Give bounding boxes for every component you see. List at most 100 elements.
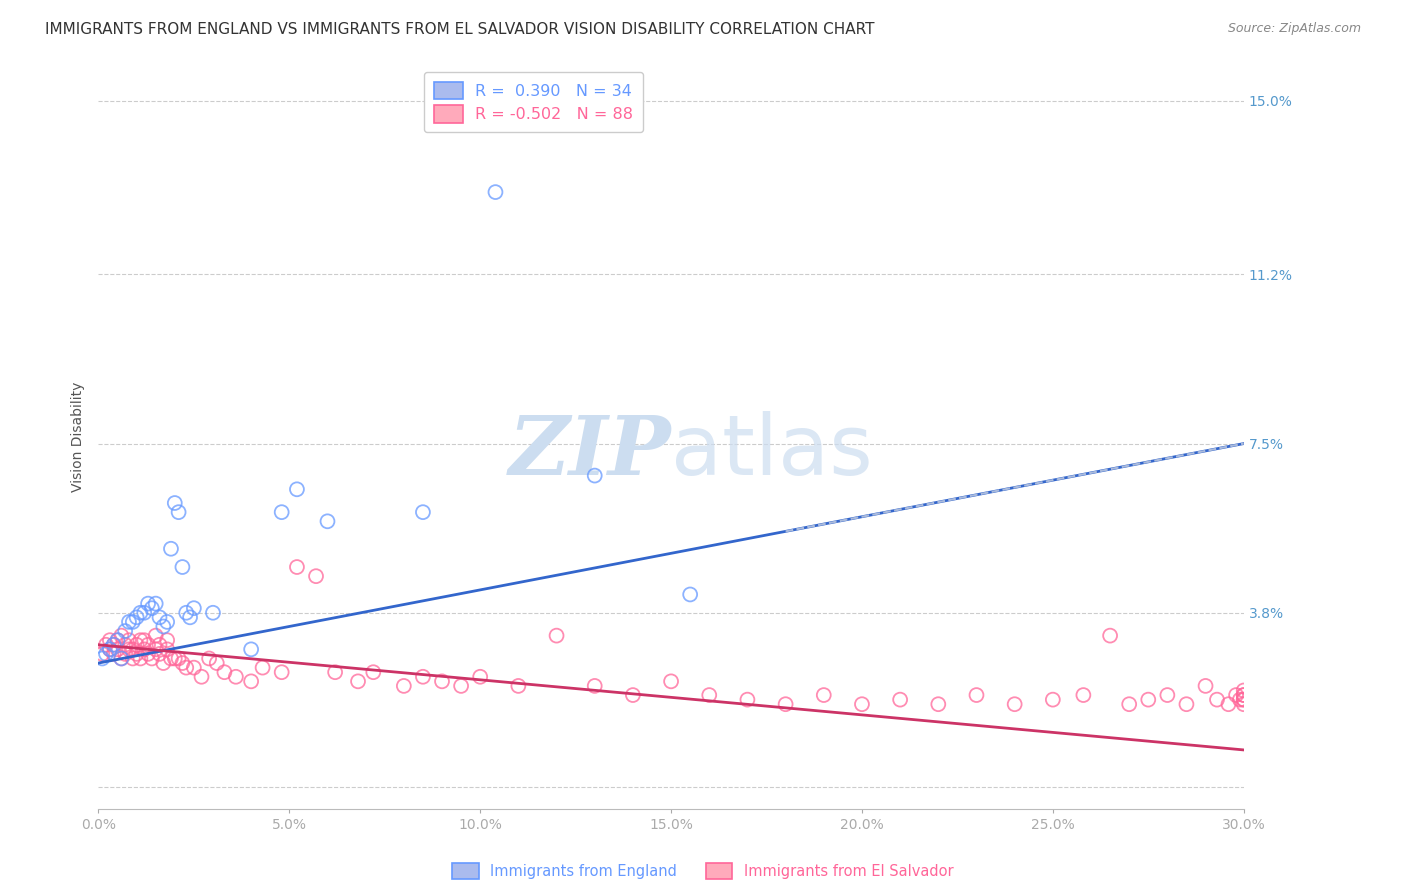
Point — [470, 670, 492, 684]
Point — [508, 679, 530, 693]
Point — [966, 688, 988, 702]
Point — [148, 638, 170, 652]
Point — [813, 688, 835, 702]
Point — [1229, 692, 1251, 706]
Point — [198, 651, 221, 665]
Point — [148, 647, 170, 661]
Point — [156, 615, 179, 629]
Point — [114, 647, 136, 661]
Point — [1233, 697, 1256, 711]
Point — [98, 633, 121, 648]
Point — [851, 697, 873, 711]
Point — [156, 642, 179, 657]
Point — [305, 569, 328, 583]
Point — [160, 651, 183, 665]
Point — [129, 633, 152, 648]
Point — [183, 660, 205, 674]
Point — [174, 660, 197, 674]
Point — [118, 633, 141, 648]
Point — [107, 633, 129, 648]
Point — [136, 647, 159, 661]
Point — [225, 670, 247, 684]
Point — [240, 642, 263, 657]
Y-axis label: Vision Disability: Vision Disability — [72, 382, 86, 491]
Point — [141, 601, 163, 615]
Point — [121, 651, 143, 665]
Point — [136, 638, 159, 652]
Point — [145, 642, 167, 657]
Point — [145, 597, 167, 611]
Point — [1225, 688, 1247, 702]
Point — [1233, 692, 1256, 706]
Point — [125, 647, 148, 661]
Point — [121, 642, 143, 657]
Point — [148, 610, 170, 624]
Point — [98, 642, 121, 657]
Point — [107, 642, 129, 657]
Point — [134, 633, 156, 648]
Point — [1233, 683, 1256, 698]
Point — [110, 629, 132, 643]
Point — [323, 665, 346, 680]
Point — [363, 665, 385, 680]
Point — [1233, 688, 1256, 702]
Point — [205, 656, 228, 670]
Point — [252, 660, 274, 674]
Point — [125, 638, 148, 652]
Point — [163, 496, 186, 510]
Point — [583, 468, 606, 483]
Point — [1233, 688, 1256, 702]
Legend: R =  0.390   N = 34, R = -0.502   N = 88: R = 0.390 N = 34, R = -0.502 N = 88 — [425, 72, 643, 132]
Point — [1004, 697, 1026, 711]
Point — [134, 606, 156, 620]
Point — [583, 679, 606, 693]
Point — [110, 651, 132, 665]
Text: atlas: atlas — [671, 411, 873, 492]
Point — [659, 674, 682, 689]
Point — [697, 688, 720, 702]
Point — [214, 665, 236, 680]
Point — [129, 606, 152, 620]
Point — [183, 601, 205, 615]
Point — [240, 674, 263, 689]
Point — [129, 651, 152, 665]
Point — [172, 656, 194, 670]
Point — [1175, 697, 1198, 711]
Point — [167, 651, 190, 665]
Point — [98, 642, 121, 657]
Point — [484, 185, 506, 199]
Point — [91, 651, 114, 665]
Point — [1156, 688, 1178, 702]
Point — [152, 619, 174, 633]
Point — [172, 560, 194, 574]
Point — [316, 514, 339, 528]
Text: Source: ZipAtlas.com: Source: ZipAtlas.com — [1227, 22, 1361, 36]
Point — [450, 679, 472, 693]
Point — [679, 587, 702, 601]
Point — [125, 610, 148, 624]
Point — [114, 638, 136, 652]
Point — [889, 692, 911, 706]
Point — [285, 483, 308, 497]
Point — [152, 656, 174, 670]
Point — [546, 629, 568, 643]
Point — [110, 651, 132, 665]
Text: ZIP: ZIP — [509, 411, 671, 491]
Point — [118, 615, 141, 629]
Text: IMMIGRANTS FROM ENGLAND VS IMMIGRANTS FROM EL SALVADOR VISION DISABILITY CORRELA: IMMIGRANTS FROM ENGLAND VS IMMIGRANTS FR… — [45, 22, 875, 37]
Point — [1137, 692, 1160, 706]
Point — [107, 633, 129, 648]
Point — [141, 651, 163, 665]
Point — [163, 651, 186, 665]
Point — [201, 606, 224, 620]
Point — [412, 505, 434, 519]
Point — [1233, 692, 1256, 706]
Point — [1194, 679, 1216, 693]
Point — [145, 629, 167, 643]
Point — [1099, 629, 1122, 643]
Point — [103, 638, 125, 652]
Point — [1206, 692, 1229, 706]
Point — [156, 633, 179, 648]
Point — [103, 647, 125, 661]
Point — [167, 505, 190, 519]
